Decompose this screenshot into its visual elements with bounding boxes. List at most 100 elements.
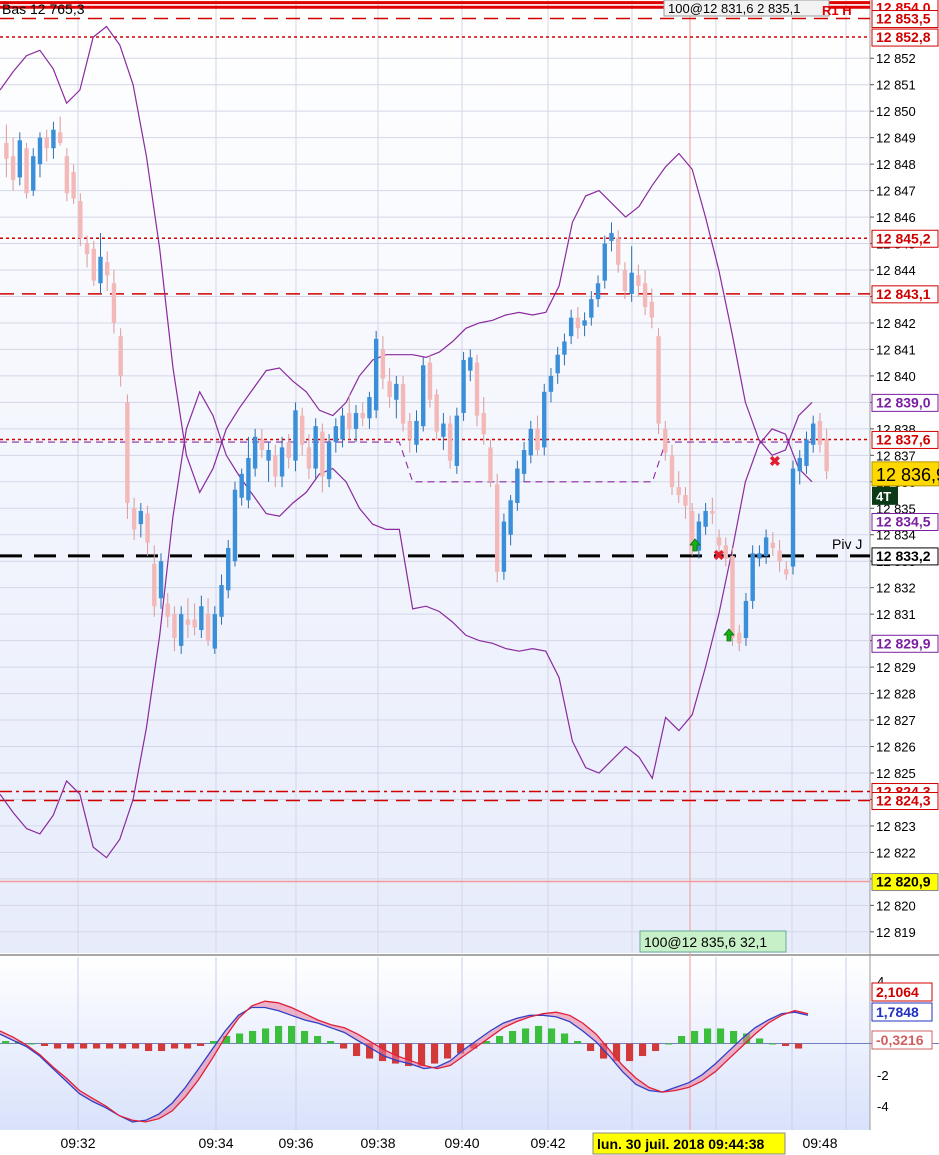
candle-body-28 [192, 619, 197, 628]
osc-hist-bar-21 [275, 1025, 283, 1044]
candle-body-72 [488, 447, 493, 482]
osc-hist-bar-23 [301, 1030, 309, 1044]
timeframe-box [872, 486, 898, 505]
candle-body-80 [542, 391, 547, 448]
candle-body-111 [750, 553, 755, 601]
price-tick-label-18: 12 834 [876, 528, 916, 543]
candle-body-13 [91, 248, 96, 281]
exit-cross-icon-1: ✖ [769, 453, 781, 469]
candle-body-105 [710, 510, 715, 514]
osc-hist-bar-42 [548, 1028, 556, 1044]
osc-hist-bar-47 [613, 1043, 621, 1062]
osc-hist-bar-35 [457, 1043, 465, 1054]
candle-body-121 [817, 420, 823, 445]
osc-hist-bar-33 [431, 1043, 439, 1064]
candle-body-32 [219, 585, 224, 617]
current-price-box [871, 461, 939, 487]
level-tag-label-3: 12 852,8 [876, 29, 931, 45]
candle-body-30 [205, 614, 211, 641]
level-tag-box-3 [871, 28, 939, 47]
candle-body-3 [24, 148, 29, 194]
candle-body-119 [804, 439, 809, 466]
candle-body-84 [568, 317, 574, 337]
candle-body-35 [239, 473, 244, 498]
candle-body-33 [226, 547, 231, 591]
candle-body-122 [824, 439, 829, 472]
candle-body-91 [616, 238, 621, 265]
osc-tick-label-1: -2 [877, 1068, 889, 1083]
level-tag-label-5: 12 843,1 [876, 286, 931, 302]
candle-body-16 [111, 283, 117, 323]
osc-hist-bar-12 [158, 1043, 166, 1052]
osc-hist-bar-46 [600, 1043, 608, 1059]
level-tag-label-7: 12 837,6 [876, 431, 931, 447]
osc-hist-bar-15 [197, 1043, 205, 1047]
candle-body-114 [770, 542, 776, 548]
price-tick-label-17: 12 835 [876, 501, 916, 516]
osc-fill [0, 1001, 808, 1122]
osc-hist-bar-59 [769, 1043, 777, 1045]
candle-body-115 [777, 550, 782, 562]
osc-hist-bar-17 [223, 1035, 231, 1044]
candle-body-47 [320, 431, 325, 477]
candle-body-117 [790, 468, 796, 567]
osc-tick-label-2: -4 [877, 1099, 889, 1114]
candle-body-5 [37, 137, 43, 165]
candle-body-43 [293, 410, 298, 461]
osc-hist-bar-49 [639, 1043, 647, 1057]
osc-hist-bar-27 [353, 1043, 361, 1057]
price-tick-label-25: 12 827 [876, 713, 916, 728]
osc-hist-bar-58 [756, 1038, 764, 1044]
osc-hist-bar-8 [106, 1043, 114, 1049]
candle-body-113 [763, 537, 769, 556]
osc-hist-bar-38 [496, 1035, 504, 1044]
candle-body-78 [528, 428, 534, 456]
candle-body-7 [51, 129, 56, 149]
osc-hist-bar-16 [210, 1040, 218, 1044]
candle-body-116 [784, 569, 789, 575]
candle-body-4 [31, 156, 36, 191]
time-tick-label-2: 09:36 [278, 1135, 313, 1151]
candle-body-9 [64, 156, 70, 194]
price-tick-label-8: 12 844 [876, 263, 916, 278]
price-tick-label-6: 12 846 [876, 210, 916, 225]
price-tick-label-4: 12 848 [876, 157, 916, 172]
candle-body-95 [642, 283, 648, 308]
osc-hist-bar-55 [717, 1028, 725, 1044]
level-tag-label-9: 12 833,2 [876, 548, 931, 564]
candle-body-54 [367, 397, 372, 419]
price-tick-label-5: 12 847 [876, 184, 916, 199]
candle-body-90 [609, 232, 614, 241]
osc-hist-bar-28 [366, 1043, 374, 1059]
osc-hist-bar-56 [730, 1030, 738, 1044]
price-tick-label-26: 12 826 [876, 740, 916, 755]
osc-value-label-0: 2,1064 [876, 984, 919, 1000]
osc-tick-label-0: 4 [877, 974, 884, 989]
level-tag-label-10: 12 829,9 [876, 635, 931, 651]
candle-body-18 [125, 402, 130, 503]
osc-line-b [0, 1006, 809, 1123]
candle-body-14 [98, 256, 103, 284]
candle-body-15 [105, 262, 110, 276]
osc-hist-bar-51 [665, 1043, 673, 1045]
candle-body-66 [447, 423, 453, 461]
level-tag-box-5 [871, 285, 939, 304]
osc-hist-bar-26 [340, 1043, 348, 1049]
osc-hist-bar-5 [67, 1043, 75, 1049]
level-tag-box-9 [871, 547, 939, 566]
candle-body-23 [158, 561, 164, 599]
level-tag-box-13 [871, 873, 939, 892]
level-tag-box-8 [871, 513, 939, 532]
osc-hist-bar-0 [2, 1040, 10, 1044]
candle-body-69 [468, 357, 473, 371]
candle-body-109 [737, 632, 742, 644]
price-tick-label-11: 12 841 [876, 342, 916, 357]
candle-body-38 [259, 439, 265, 451]
current-price-label: 12 836,9 [876, 465, 939, 485]
candle-body-21 [145, 513, 150, 543]
candle-body-20 [138, 510, 144, 525]
candle-body-104 [703, 510, 708, 527]
candle-body-87 [589, 299, 594, 318]
candle-body-94 [636, 275, 641, 286]
